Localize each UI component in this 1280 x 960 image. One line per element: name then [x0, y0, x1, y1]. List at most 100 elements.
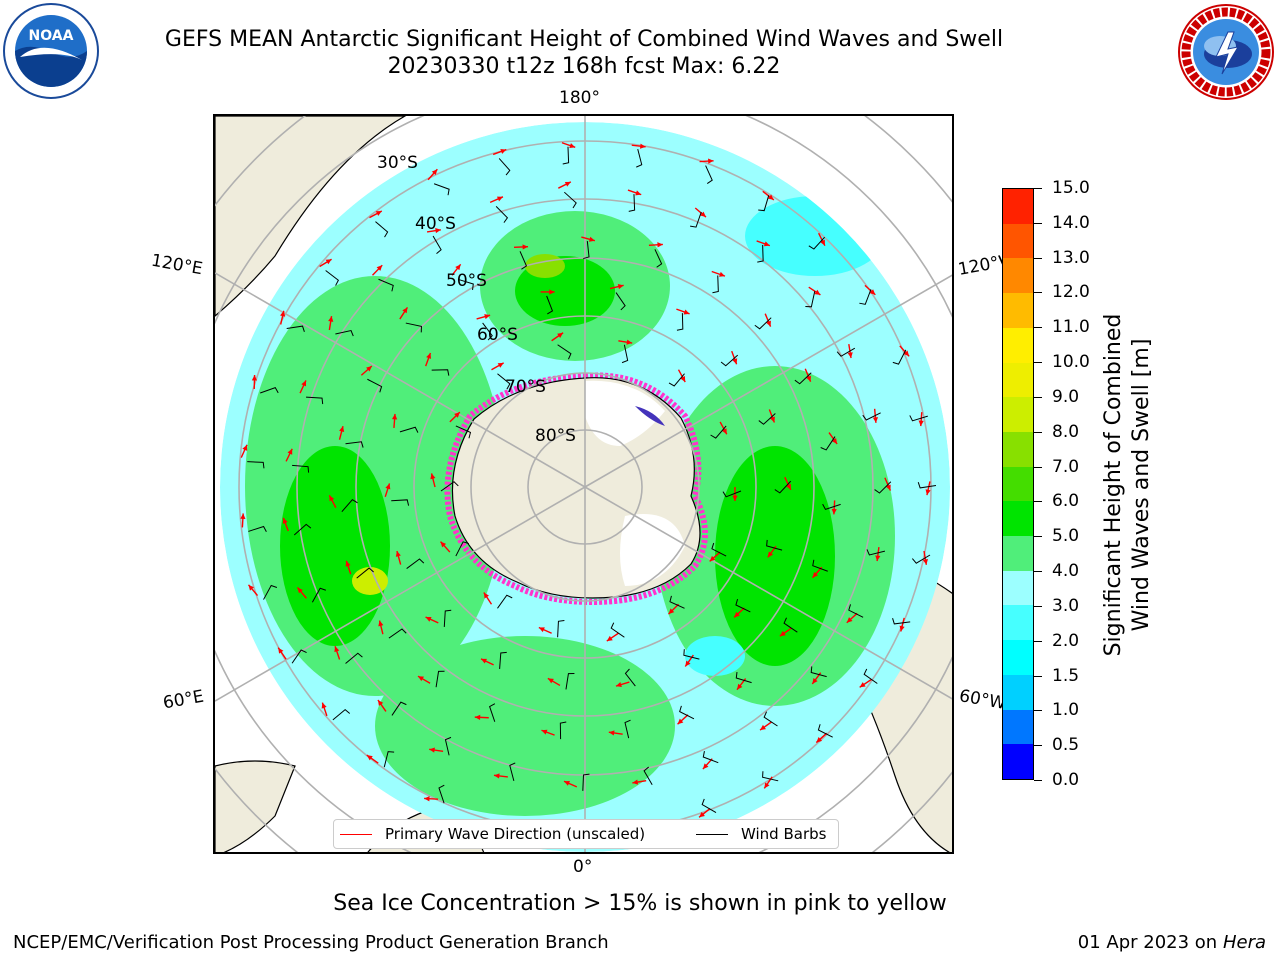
wave-direction-arrow	[425, 352, 432, 367]
wave-direction-arrow	[430, 473, 436, 488]
wave-direction-arrow	[377, 699, 387, 712]
colorbar-tick	[1034, 466, 1042, 468]
wind-barb	[911, 554, 931, 564]
wind-barb	[435, 670, 445, 688]
wind-barb	[498, 158, 511, 176]
wave-direction-arrow	[551, 332, 564, 342]
wave-direction-arrow	[608, 730, 623, 736]
wind-barb	[810, 666, 827, 678]
wave-direction-arrow	[676, 308, 690, 315]
colorbar-segment	[1003, 640, 1033, 675]
wave-direction-arrow	[709, 551, 721, 562]
wave-direction-arrow	[875, 547, 881, 562]
wind-barb	[582, 773, 590, 791]
wind-barb	[668, 373, 685, 387]
colorbar-tick	[1034, 605, 1042, 607]
wave-direction-arrow	[581, 236, 596, 242]
wave-direction-arrow	[668, 603, 680, 615]
wind-barb	[438, 784, 445, 804]
wind-barb	[624, 719, 631, 739]
wind-barb	[676, 313, 684, 331]
wave-direction-arrow	[764, 313, 772, 327]
legend-swatch-barbs	[696, 833, 728, 835]
wave-direction-arrow	[648, 242, 663, 248]
wind-barb	[848, 604, 864, 618]
colorbar-tick	[1034, 257, 1042, 259]
wind-barb	[565, 673, 575, 690]
wind-barb	[263, 584, 278, 600]
legend-label-wave: Primary Wave Direction (unscaled)	[385, 825, 646, 843]
wave-direction-arrow	[399, 306, 409, 320]
wind-barb	[341, 499, 358, 513]
wave-direction-arrow	[541, 729, 555, 736]
wave-direction-arrow	[618, 339, 633, 345]
wave-direction-arrow	[429, 747, 444, 753]
colorbar-tick	[1034, 780, 1042, 781]
wind-barb	[356, 567, 374, 579]
legend-item-barbs: Wind Barbs	[696, 825, 826, 843]
wind-barb	[762, 771, 779, 782]
colorbar-segment	[1003, 189, 1033, 224]
wave-direction-arrow	[609, 284, 624, 290]
colorbar-tick	[1034, 501, 1042, 503]
wave-direction-arrow	[285, 448, 293, 462]
wave-direction-arrow	[489, 196, 504, 204]
wind-barb	[345, 441, 364, 448]
wave-direction-arrow	[677, 714, 689, 725]
wave-direction-arrow	[538, 626, 552, 634]
colorbar-tick	[1034, 431, 1042, 433]
wind-barb	[892, 349, 907, 365]
lon-label-0: 0°	[573, 857, 593, 877]
wave-direction-arrow	[491, 362, 505, 371]
wave-direction-arrow	[345, 560, 352, 575]
wave-direction-arrow	[493, 773, 508, 779]
wave-direction-arrow	[711, 270, 726, 277]
antarctica	[444, 372, 708, 605]
colorbar-segment	[1003, 397, 1033, 432]
wave-direction-arrow	[296, 587, 307, 599]
wind-barb	[405, 322, 422, 333]
wave-direction-arrow	[328, 494, 337, 509]
colorbar-tick-label: 8.0	[1052, 421, 1080, 442]
wave-direction-arrow	[699, 158, 714, 164]
wind-barb	[679, 705, 695, 720]
legend-swatch-wave	[340, 833, 372, 835]
wind-barb	[260, 387, 279, 394]
colorbar-segment	[1003, 223, 1033, 259]
wave-direction-arrow	[425, 616, 439, 624]
wave-direction-arrow	[369, 210, 383, 219]
colorbar-tick	[1034, 675, 1042, 677]
wave-direction-arrow	[918, 412, 924, 427]
wind-barb	[892, 618, 911, 625]
polar-map-svg	[215, 116, 952, 852]
colorbar-tick	[1034, 222, 1042, 224]
colorbar-tick	[1034, 745, 1042, 747]
wind-barb	[306, 396, 324, 405]
wave-direction-arrow	[784, 476, 792, 491]
sea-ice-note: Sea Ice Concentration > 15% is shown in …	[333, 891, 947, 916]
wave-direction-arrow	[698, 808, 711, 818]
wave-direction-arrow	[615, 681, 630, 688]
wind-barb	[293, 523, 312, 536]
wave-direction-arrow	[925, 481, 931, 496]
wave-direction-arrow	[759, 721, 772, 731]
wave-direction-arrow	[547, 677, 561, 687]
wave-direction-arrow	[632, 779, 647, 785]
wind-barb	[444, 736, 452, 756]
wave-direction-arrow	[426, 228, 441, 234]
wind-barb	[378, 278, 394, 292]
wave-direction-arrow	[483, 592, 493, 605]
colorbar-segment	[1003, 605, 1033, 641]
wave-direction-arrow	[476, 314, 491, 320]
wind-barb	[431, 369, 450, 376]
wind-barb	[711, 542, 727, 557]
colorbar-segment	[1003, 570, 1033, 606]
wind-barb	[862, 412, 881, 421]
wave-direction-arrow	[627, 189, 642, 196]
wave-direction-arrow	[366, 754, 379, 764]
wave-direction-arrow	[558, 181, 572, 189]
wind-barb	[735, 671, 752, 684]
wind-barb	[621, 344, 629, 364]
wind-barb	[735, 599, 751, 613]
wind-barb	[624, 668, 636, 687]
